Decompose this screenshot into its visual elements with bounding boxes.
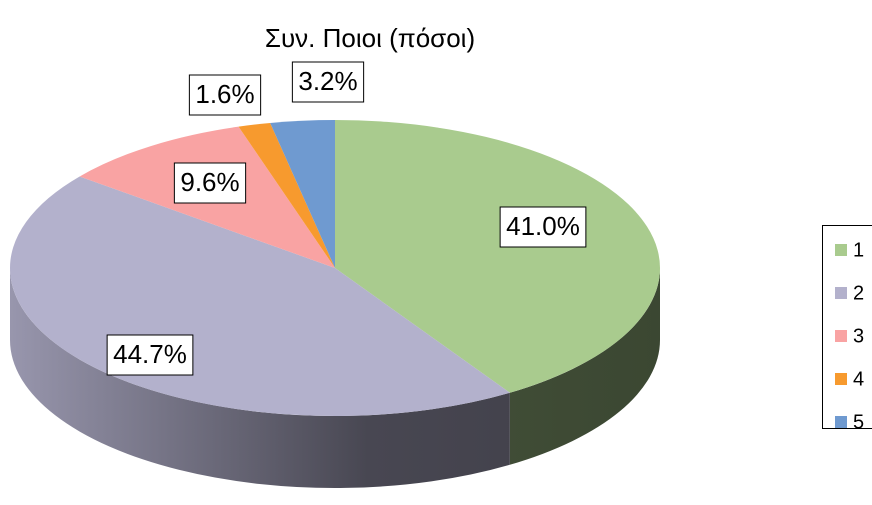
data-label: 1.6% [188,74,262,116]
data-label-text: 3.2% [298,66,357,96]
data-label-text: 9.6% [180,167,239,197]
legend-swatch [835,244,847,256]
legend-label: 3 [853,325,864,347]
legend-label: 5 [853,411,864,433]
chart-title: Συν. Ποιοι (πόσοι) [265,23,475,53]
legend: 1 2 3 4 5 [822,225,872,433]
data-label: 41.0% [499,206,587,248]
legend-label: 1 [853,239,864,261]
legend-label: 4 [853,368,864,390]
legend-box [822,225,872,429]
slice [270,120,335,268]
legend-swatch [835,373,847,385]
legend-swatch [835,330,847,342]
legend-swatch [835,287,847,299]
slice [238,122,335,268]
legend-swatch [835,416,847,428]
slice-side [10,268,510,489]
slice-side [509,268,660,465]
data-label-text: 41.0% [506,211,580,241]
slice [335,120,661,393]
data-label: 9.6% [173,162,247,204]
data-label-text: 1.6% [195,79,254,109]
data-label: 44.7% [106,334,194,376]
data-label: 3.2% [291,61,365,103]
legend-label: 2 [853,282,864,304]
data-label-text: 44.7% [113,339,187,369]
